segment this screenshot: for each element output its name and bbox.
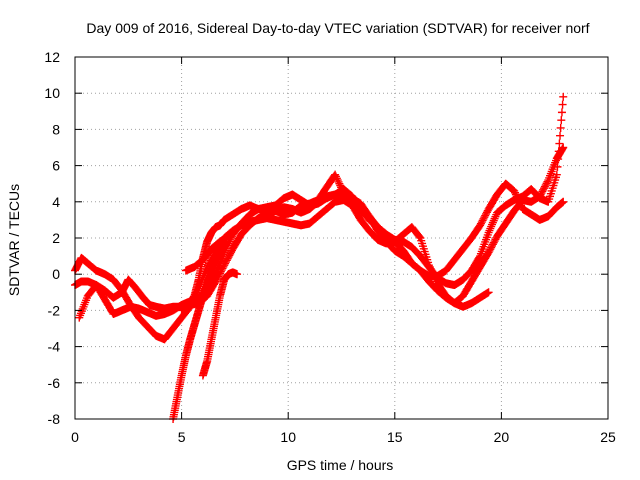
x-axis-label: GPS time / hours [287, 457, 394, 473]
y-tick-label: -2 [48, 302, 61, 318]
data-markers [71, 92, 568, 423]
y-tick-label: 10 [44, 85, 60, 101]
chart-title: Day 009 of 2016, Sidereal Day-to-day VTE… [86, 20, 589, 36]
series-satellite-track-7 [181, 232, 233, 275]
plot-frame [74, 56, 609, 420]
y-tick-label: 12 [44, 49, 60, 65]
data-point-markers [71, 190, 493, 313]
data-point-markers [177, 170, 568, 315]
series-satellite-track-1 [71, 190, 493, 313]
x-tick-label: 10 [280, 429, 296, 445]
y-tick-label: -6 [48, 375, 61, 391]
y-tick-label: 4 [52, 194, 60, 210]
x-tick-label: 20 [494, 429, 510, 445]
x-tick-label: 25 [600, 429, 616, 445]
y-tick-label: -8 [48, 411, 61, 427]
x-tick-label: 0 [71, 429, 79, 445]
y-tick-label: 6 [52, 158, 60, 174]
y-tick-label: 0 [52, 266, 60, 282]
series-satellite-track-4 [177, 170, 568, 315]
x-tick-label: 5 [178, 429, 186, 445]
y-axis-label: SDTVAR / TECUs [6, 184, 22, 296]
y-tick-label: 8 [52, 121, 60, 137]
y-tick-label: 2 [52, 230, 60, 246]
grid [75, 57, 608, 419]
x-tick-label: 15 [387, 429, 403, 445]
series-satellite-track-6 [198, 268, 242, 380]
axis-ticks: 0 5 10 15 20 25 -8 -6 -4 -2 0 2 4 6 8 10 12 [44, 49, 616, 445]
y-tick-label: -4 [48, 339, 61, 355]
data-point-markers [181, 232, 233, 275]
data-point-markers [198, 268, 242, 380]
